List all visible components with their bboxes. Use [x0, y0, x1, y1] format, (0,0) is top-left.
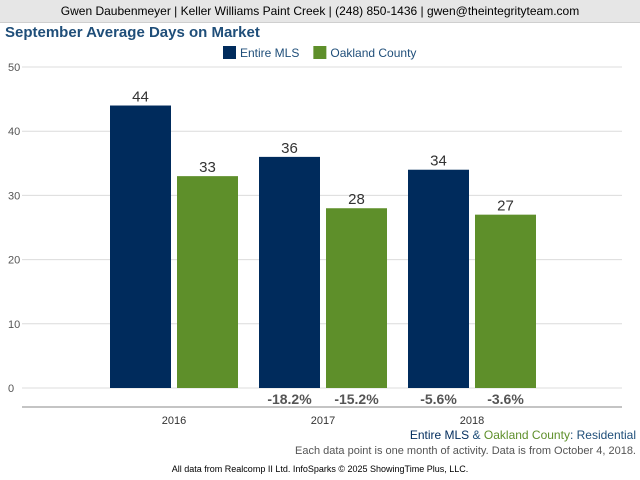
- x-tick-label: 2017: [311, 415, 335, 427]
- bars: [110, 105, 536, 389]
- chart-title: September Average Days on Market: [5, 24, 260, 41]
- credit-line: All data from Realcomp II Ltd. InfoSpark…: [171, 464, 469, 474]
- footnote-amp: &: [472, 428, 481, 442]
- header-contact-text: Gwen Daubenmeyer | Keller Williams Paint…: [60, 4, 580, 18]
- footnote-note: Each data point is one month of activity…: [295, 445, 636, 457]
- legend-swatch: [223, 46, 236, 59]
- bar-oakland-county: [177, 176, 238, 388]
- x-tick-label: 2016: [162, 415, 186, 427]
- footnote-series-a: Entire MLS: [409, 428, 470, 442]
- legend-swatch: [313, 46, 327, 59]
- data-labels: 44 33 36 -18.2% 28 -15.2% 34 -5.6% 27 -3.6%: [132, 89, 524, 407]
- legend: Entire MLS Oakland County: [223, 46, 416, 60]
- x-tick-label: 2018: [460, 415, 484, 427]
- bar-value-label: 33: [199, 159, 216, 176]
- bar-value-label: 28: [348, 191, 365, 208]
- y-axis-ticks: 0 10 20 30 40 50: [8, 62, 20, 395]
- legend-label: Entire MLS: [240, 46, 299, 60]
- bar-entire-mls: [259, 156, 320, 388]
- bar-value-label: 34: [430, 153, 447, 170]
- change-label: -18.2%: [267, 391, 312, 407]
- legend-label: Oakland County: [330, 46, 416, 60]
- bar-value-label: 44: [132, 89, 149, 106]
- change-label: -3.6%: [487, 391, 524, 407]
- bar-value-label: 36: [281, 140, 298, 157]
- y-tick-label: 20: [8, 255, 20, 267]
- bar-value-label: 27: [497, 198, 514, 215]
- change-label: -15.2%: [334, 391, 379, 407]
- y-tick-label: 30: [8, 190, 20, 202]
- y-tick-label: 50: [8, 62, 20, 74]
- bar-oakland-county: [475, 214, 536, 388]
- bar-entire-mls: [408, 169, 469, 388]
- header-contact-bar: Gwen Daubenmeyer | Keller Williams Paint…: [0, 0, 640, 23]
- footnote-suffix: : Residential: [569, 428, 636, 442]
- x-axis-ticks: 2016 2017 2018: [162, 415, 484, 427]
- footnote-series-b: Oakland County: [483, 428, 570, 442]
- y-tick-label: 10: [8, 319, 20, 331]
- change-label: -5.6%: [420, 391, 457, 407]
- y-tick-label: 40: [8, 126, 20, 138]
- bar-oakland-county: [326, 208, 387, 388]
- y-tick-label: 0: [8, 383, 14, 395]
- bar-entire-mls: [110, 105, 171, 389]
- footnote-series: Entire MLS & Oakland County: Residential: [410, 428, 636, 442]
